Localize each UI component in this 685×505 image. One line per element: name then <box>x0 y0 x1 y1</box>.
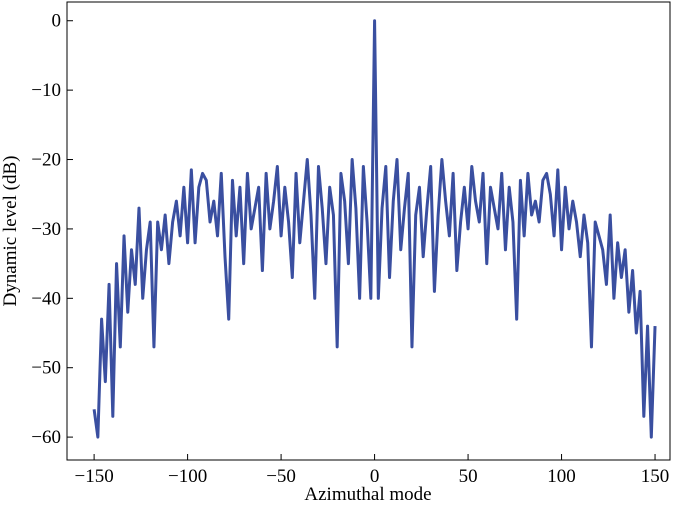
y-tick-label: −40 <box>31 288 61 309</box>
y-tick-label: −60 <box>31 427 61 448</box>
x-tick-label: −150 <box>75 466 114 487</box>
x-tick-label: 150 <box>641 466 670 487</box>
plot-frame <box>66 1 671 461</box>
data-line <box>92 19 657 439</box>
x-tick-label: 50 <box>459 466 478 487</box>
x-axis-label: Azimuthal mode <box>304 484 431 505</box>
y-tick-label: 0 <box>52 11 62 32</box>
y-tick-label: −50 <box>31 358 61 379</box>
x-tick-label: 100 <box>547 466 576 487</box>
y-tick-label: −10 <box>31 80 61 101</box>
x-tick-label: 0 <box>370 466 380 487</box>
y-axis-label: Dynamic level (dB) <box>0 156 21 307</box>
x-tick-label: −100 <box>168 466 207 487</box>
x-tick-label: −50 <box>266 466 296 487</box>
y-tick-label: −30 <box>31 219 61 240</box>
y-tick-label: −20 <box>31 150 61 171</box>
